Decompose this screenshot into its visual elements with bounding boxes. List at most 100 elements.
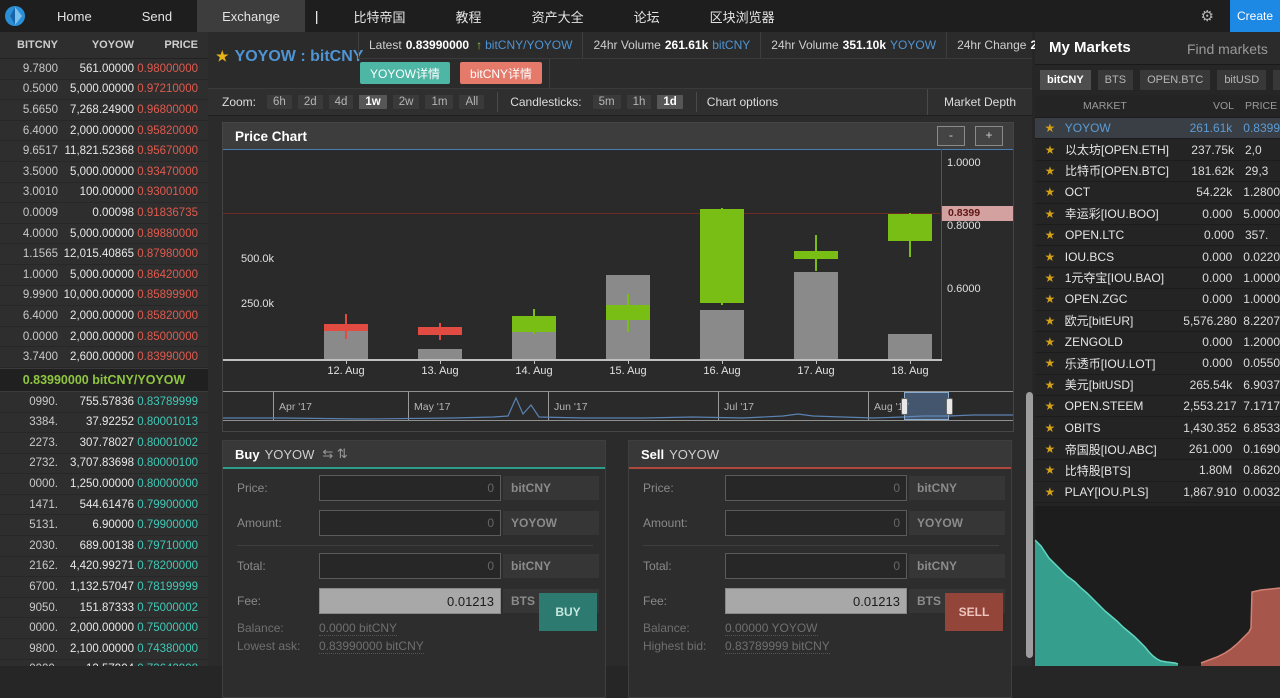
bid-row[interactable]: .0990 755.57836 0.83789999 xyxy=(0,392,208,413)
ask-row[interactable]: 6.4000 2,000.00000 0.85820000 xyxy=(0,306,208,327)
zoom-all-button[interactable]: All xyxy=(459,95,485,109)
market-row[interactable]: ★ 欧元[bitEUR] 5,576.280 8.2207 xyxy=(1035,311,1280,332)
zoom-2d-button[interactable]: 2d xyxy=(297,95,323,109)
ask-row[interactable]: 0.0000 2,000.00000 0.85000000 xyxy=(0,327,208,348)
create-button[interactable]: Create xyxy=(1230,0,1280,32)
favorite-star-icon[interactable]: ★ xyxy=(1044,463,1056,478)
nav-item-bit-empire[interactable]: 比特帝国 xyxy=(353,9,406,25)
market-row[interactable]: ★ 比特股[BTS] 1.80M 0.8620 xyxy=(1035,460,1280,482)
sell-price-input[interactable] xyxy=(725,475,907,501)
buy-submit-button[interactable]: BUY xyxy=(539,593,597,631)
market-row[interactable]: ★ OPEN.LTC 0.000 357. xyxy=(1035,225,1280,247)
bid-row[interactable]: .9050 151.87333 0.75000002 xyxy=(0,598,208,619)
navigator-selection[interactable] xyxy=(904,392,949,420)
market-row[interactable]: ★ OPEN.STEEM 2,553.217 7.1717 xyxy=(1035,396,1280,418)
market-row[interactable]: ★ IOU.BCS 0.000 0.0220 xyxy=(1035,246,1280,268)
swap-orientation-icons[interactable]: ⇆ ⇅ xyxy=(322,446,348,461)
bid-row[interactable]: .000013.579040.73642908 xyxy=(0,660,208,666)
buy-total-input[interactable] xyxy=(319,553,501,579)
nav-item-forum[interactable]: 论坛 xyxy=(633,9,660,25)
market-row[interactable]: ★ OPEN.ZGC 0.000 1.0000 xyxy=(1035,289,1280,311)
ask-row[interactable]: 3.5000 5,000.00000 0.93470000 xyxy=(0,162,208,183)
navigator-handle-left[interactable] xyxy=(901,398,908,415)
lowest-ask-value[interactable]: 0.83990000 bitCNY xyxy=(319,639,424,654)
chart-zoom-out-button[interactable]: - xyxy=(937,126,965,146)
bitcny-details-button[interactable]: bitCNY详情 xyxy=(460,62,543,84)
buy-balance-value[interactable]: 0.0000 bitCNY xyxy=(319,621,398,636)
yoyow-details-button[interactable]: YOYOW详情 xyxy=(360,62,451,84)
bid-row[interactable]: .6700 1,132.57047 0.78199999 xyxy=(0,577,208,598)
tab-open.btc[interactable]: OPEN.BTC xyxy=(1140,70,1211,90)
zoom-1m-button[interactable]: 1m xyxy=(425,95,454,109)
market-row[interactable]: ★ OBITS 1,430.352 6.8533 xyxy=(1035,417,1280,439)
gear-icon[interactable]: ⚙ xyxy=(1200,8,1214,25)
ask-row[interactable]: 0.5000 5,000.00000 0.97210000 xyxy=(0,80,208,101)
market-row[interactable]: ★ 以太坊[OPEN.ETH] 237.75k 2,0 xyxy=(1035,139,1280,161)
bid-row[interactable]: .0000 2,000.00000 0.75000000 xyxy=(0,618,208,640)
market-row[interactable]: ★ 幸运彩[IOU.BOO] 0.000 5.0000 xyxy=(1035,204,1280,225)
vol1-unit-link[interactable]: bitCNY xyxy=(712,38,751,52)
favorite-star-icon[interactable]: ★ xyxy=(1044,185,1056,200)
buy-amount-input[interactable] xyxy=(319,510,501,536)
favorite-star-icon[interactable]: ★ xyxy=(1044,249,1056,264)
market-row[interactable]: ★ OCT 54.22k 1.2800 xyxy=(1035,182,1280,204)
favorite-star-icon[interactable]: ★ xyxy=(1044,356,1056,371)
favorite-star-icon[interactable]: ★ xyxy=(1044,484,1056,499)
market-row[interactable]: ★ 比特币[OPEN.BTC] 181.62k 29,3 xyxy=(1035,161,1280,183)
market-row[interactable]: ★ 1元夺宝[IOU.BAO] 0.000 1.0000 xyxy=(1035,268,1280,290)
zoom-2w-button[interactable]: 2w xyxy=(392,95,420,109)
ask-row[interactable]: 5.6650 7,268.24900 0.96800000 xyxy=(0,100,208,121)
nav-item-exchange[interactable]: Exchange xyxy=(197,0,305,32)
bid-row[interactable]: .1471 544.61476 0.79900000 xyxy=(0,495,208,516)
favorite-star-icon[interactable]: ★ xyxy=(1044,377,1056,392)
navigator-handle-right[interactable] xyxy=(946,398,953,415)
ask-row[interactable]: 9.6517 11,821.52368 0.95670000 xyxy=(0,141,208,162)
favorite-star-icon[interactable]: ★ xyxy=(1044,420,1056,435)
market-row[interactable]: ★ PLAY[IOU.PLS] 1,867.910 0.0032 xyxy=(1035,482,1280,504)
nav-item-home[interactable]: Home xyxy=(57,8,92,24)
ask-row[interactable]: 3.7400 2,600.00000 0.83990000 xyxy=(0,347,208,368)
market-row[interactable]: ★ 美元[bitUSD] 265.54k 6.9037 xyxy=(1035,375,1280,397)
tab-bitusd[interactable]: bitUSD xyxy=(1217,70,1267,90)
ask-row[interactable]: 1.0000 5,000.00000 0.86420000 xyxy=(0,265,208,286)
candles-1h-button[interactable]: 1h xyxy=(626,95,652,109)
bid-row[interactable]: .9800 2,100.00000 0.74380000 xyxy=(0,639,208,660)
bid-row[interactable]: .2030 689.00138 0.79710000 xyxy=(0,536,208,557)
nav-item-send[interactable]: Send xyxy=(141,8,173,24)
favorite-star-icon[interactable]: ★ xyxy=(1044,399,1056,414)
favorite-star-icon[interactable]: ★ xyxy=(1044,335,1056,350)
favorite-star-icon[interactable]: ★ xyxy=(1044,442,1056,457)
favorite-star-icon[interactable]: ★ xyxy=(216,48,229,64)
zoom-1w-button[interactable]: 1w xyxy=(359,95,387,109)
timeline-navigator[interactable]: Apr '17 May '17 Jun '17 Jul '17 Aug '17 xyxy=(223,391,1013,421)
candles-1d-button[interactable]: 1d xyxy=(657,95,683,109)
market-row[interactable]: ★ ZENGOLD 0.000 1.2000 xyxy=(1035,332,1280,354)
bid-row[interactable]: .3384 37.92252 0.80001013 xyxy=(0,413,208,434)
ask-row[interactable]: 0.0009 0.00098 0.91836735 xyxy=(0,203,208,224)
ask-row[interactable]: 3.0010 100.00000 0.93001000 xyxy=(0,183,208,204)
sell-submit-button[interactable]: SELL xyxy=(945,593,1003,631)
tab-bts[interactable]: BTS xyxy=(1097,70,1134,90)
tab-bitcny[interactable]: bitCNY xyxy=(1040,70,1091,90)
zoom-6h-button[interactable]: 6h xyxy=(267,95,292,109)
latest-pair-link[interactable]: bitCNY/YOYOW xyxy=(485,38,573,52)
favorite-star-icon[interactable]: ★ xyxy=(1044,121,1056,136)
bid-row[interactable]: .0000 1,250.00000 0.80000000 xyxy=(0,474,208,495)
candles-5m-button[interactable]: 5m xyxy=(592,95,621,109)
buy-price-input[interactable] xyxy=(319,475,501,501)
favorite-star-icon[interactable]: ★ xyxy=(1044,270,1056,285)
nav-item-tutorial[interactable]: 教程 xyxy=(455,9,482,25)
ask-row[interactable]: 1.1565 12,015.40865 0.87980000 xyxy=(0,244,208,265)
chart-options-button[interactable]: Chart options xyxy=(706,95,779,109)
ask-row[interactable]: 9.9900 10,000.00000 0.85899900 xyxy=(0,286,208,307)
zoom-4d-button[interactable]: 4d xyxy=(328,95,354,109)
market-row[interactable]: ★ 帝国股[IOU.ABC] 261.000 0.1690 xyxy=(1035,439,1280,461)
sell-amount-input[interactable] xyxy=(725,510,907,536)
find-markets-input[interactable] xyxy=(1185,36,1280,62)
chart-zoom-in-button[interactable]: + xyxy=(975,126,1003,146)
ask-row[interactable]: 9.7800 561.00000 0.98000000 xyxy=(0,59,208,80)
bid-row[interactable]: .2273 307.78027 0.80001002 xyxy=(0,433,208,454)
market-row[interactable]: ★ 乐透币[IOU.LOT] 0.000 0.0550 xyxy=(1035,353,1280,375)
nav-item-assets[interactable]: 资产大全 xyxy=(531,9,584,25)
nav-item-block-explorer[interactable]: 区块浏览器 xyxy=(709,9,775,25)
